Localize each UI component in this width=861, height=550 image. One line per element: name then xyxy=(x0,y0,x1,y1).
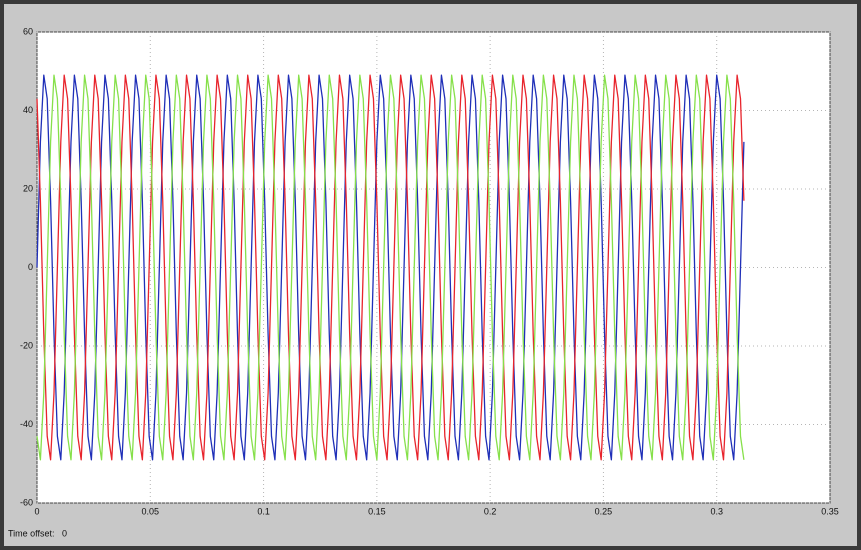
y-tick-label: 0 xyxy=(28,262,33,272)
y-tick-label: 40 xyxy=(23,105,33,115)
x-tick-label: 0.1 xyxy=(257,506,270,516)
y-tick-label: -20 xyxy=(20,340,33,350)
x-tick-label: 0.35 xyxy=(821,506,839,516)
y-tick-label: -40 xyxy=(20,419,33,429)
x-tick-label: 0.3 xyxy=(710,506,723,516)
y-tick-label: 20 xyxy=(23,183,33,193)
series-line xyxy=(36,74,745,461)
x-tick-label: 0.05 xyxy=(142,506,160,516)
x-tick-label: 0.15 xyxy=(368,506,386,516)
x-tick-label: 0 xyxy=(34,506,39,516)
time-offset: 0 xyxy=(62,528,67,538)
y-tick-label: 60 xyxy=(23,26,33,36)
time-offset-label: Time offset: xyxy=(8,528,55,538)
x-tick-label: 0.25 xyxy=(595,506,613,516)
y-tick-label: -60 xyxy=(20,497,33,507)
series-line xyxy=(36,74,745,461)
x-tick-label: 0.2 xyxy=(484,506,497,516)
